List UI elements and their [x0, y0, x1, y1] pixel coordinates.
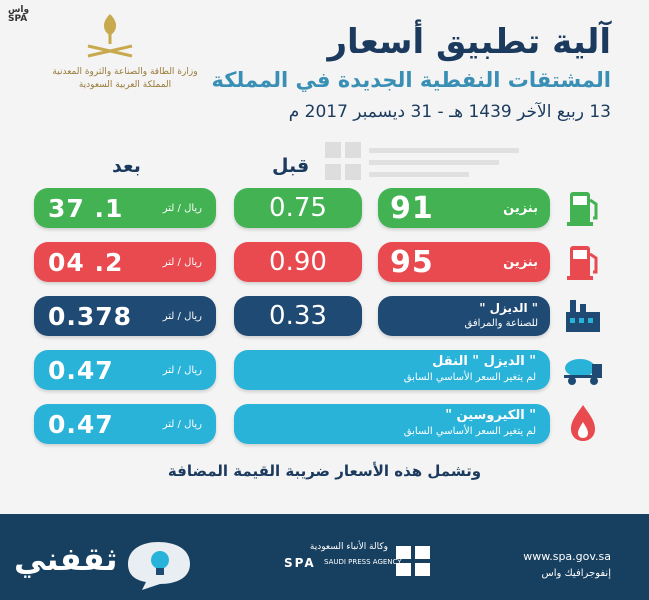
ministry-line1: وزارة الطاقة والصناعة والثروة المعدنية: [52, 67, 198, 77]
ministry-line2: المملكة العربية السعودية: [78, 80, 172, 90]
price-after-gasoline-91: ريال / لتر 1. 37: [34, 188, 216, 228]
fuel-name: " الديزل ": [479, 301, 538, 315]
corner-mark-en: SPA: [8, 14, 28, 24]
price-after-transport-diesel: ريال / لتر 0.47: [34, 350, 216, 390]
fuel-label-gasoline-91: بنزين 91: [378, 188, 550, 228]
price-unit: ريال / لتر: [162, 418, 202, 430]
price-unit: ريال / لتر: [162, 310, 202, 322]
spa-mark-text: SPA: [284, 556, 316, 570]
fuel-label-gasoline-95: بنزين 95: [378, 242, 550, 282]
price-after-industrial-diesel: ريال / لتر 0.378: [34, 296, 216, 336]
spa-mark-icon: [396, 546, 430, 576]
price-after-kerosene: ريال / لتر 0.47: [34, 404, 216, 444]
spa-logo: وكالة الأنباء السعودية SPA SAUDI PRESS A…: [284, 542, 434, 582]
lightbulb-bubble-icon: [128, 542, 190, 590]
footer: ثقفني وكالة الأنباء السعودية SPA SAUDI P…: [0, 514, 649, 600]
price-after-value: 1. 37: [48, 193, 124, 223]
price-after-gasoline-95: ريال / لتر 2. 04: [34, 242, 216, 282]
fuel-name: " الكيروسين ": [445, 408, 536, 423]
price-after-value: 0.47: [48, 409, 114, 439]
fuel-label-industrial-diesel: " الديزل " للصناعة والمرافق: [378, 296, 550, 336]
spa-name-en: SAUDI PRESS AGENCY: [324, 558, 402, 566]
effective-date: 13 ربيع الآخر 1439 هـ - 31 ديسمبر 2017 م: [288, 102, 611, 122]
fuel-name: بنزين: [503, 200, 538, 216]
price-after-value: 0.47: [48, 355, 114, 385]
corner-mark-ar: واس: [8, 5, 30, 15]
ministry-name: وزارة الطاقة والصناعة والثروة المعدنية ا…: [20, 66, 230, 92]
price-unit: ريال / لتر: [162, 202, 202, 214]
saudi-emblem-icon: [87, 14, 133, 58]
brand-logo: ثقفني: [14, 540, 118, 578]
fuel-subtitle: لم يتغير السعر الأساسي السابق: [403, 426, 536, 437]
fuel-grade: 95: [390, 244, 434, 280]
fuel-label-stack: " الديزل " النقل لم يتغير السعر الأساسي …: [404, 354, 536, 386]
fuel-pump-green-icon: [567, 192, 598, 226]
spa-watermark-icon: [325, 142, 519, 180]
site-url[interactable]: www.spa.gov.sa: [523, 550, 611, 563]
tanker-truck-icon: [564, 359, 602, 385]
fuel-label-kerosene: " الكيروسين " لم يتغير السعر الأساسي الس…: [234, 404, 550, 444]
spa-corner-mark: واس SPA: [8, 6, 29, 24]
fuel-pump-red-icon: [567, 246, 598, 280]
flame-icon: [571, 405, 595, 441]
fuel-subtitle: للصناعة والمرافق: [464, 318, 538, 329]
price-after-value: 2. 04: [48, 247, 124, 277]
fuel-grade: 91: [390, 190, 434, 226]
page-subtitle: المشتقات النفطية الجديدة في المملكة: [211, 68, 611, 92]
price-before-gasoline-91: 0.75: [234, 188, 362, 228]
price-before-industrial-diesel: 0.33: [234, 296, 362, 336]
infographic-credit: إنفوجرافيك واس: [541, 568, 611, 579]
page-title: آلية تطبيق أسعار: [327, 22, 611, 62]
fuel-label-transport-diesel: " الديزل " النقل لم يتغير السعر الأساسي …: [234, 350, 550, 390]
factory-icon: [566, 300, 600, 332]
fuel-subtitle: لم يتغير السعر الأساسي السابق: [403, 372, 536, 383]
price-after-value: 0.378: [48, 301, 133, 331]
column-header-after: بعد: [112, 155, 141, 177]
column-header-before: قبل: [272, 155, 310, 177]
fuel-label-stack: " الديزل " للصناعة والمرافق: [465, 301, 538, 331]
price-unit: ريال / لتر: [162, 256, 202, 268]
fuel-name: بنزين: [503, 254, 538, 270]
spa-name-ar: وكالة الأنباء السعودية: [309, 542, 388, 552]
vat-note: وتشمل هذه الأسعار ضريبة القيمة المضافة: [167, 462, 482, 480]
fuel-name: " الديزل " النقل: [432, 354, 536, 369]
fuel-label-stack: " الكيروسين " لم يتغير السعر الأساسي الس…: [404, 408, 536, 440]
price-unit: ريال / لتر: [162, 364, 202, 376]
price-before-gasoline-95: 0.90: [234, 242, 362, 282]
